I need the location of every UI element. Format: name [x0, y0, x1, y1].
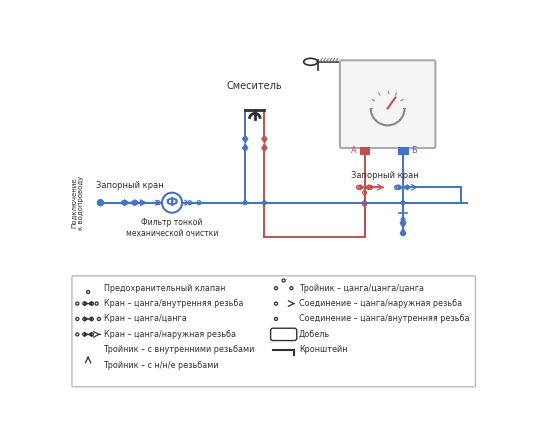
Text: А: А: [351, 146, 357, 155]
Polygon shape: [84, 301, 88, 306]
Text: Ф: Ф: [166, 196, 178, 209]
Text: Кран – цанга/наружная резьба: Кран – цанга/наружная резьба: [104, 330, 235, 339]
Bar: [398, 146, 407, 154]
Polygon shape: [400, 223, 406, 228]
Text: Подключение
к водопроводу: Подключение к водопроводу: [71, 176, 84, 230]
Text: Б: Б: [411, 146, 417, 155]
Polygon shape: [124, 199, 130, 206]
Polygon shape: [242, 143, 248, 148]
Polygon shape: [400, 228, 406, 233]
Text: Смеситель: Смеситель: [227, 81, 282, 91]
Polygon shape: [262, 143, 268, 148]
Text: Кран – цанга/внутренняя резьба: Кран – цанга/внутренняя резьба: [104, 299, 243, 308]
Text: Соединение – цанга/внутренняя резьба: Соединение – цанга/внутренняя резьба: [299, 314, 469, 324]
Bar: [360, 146, 369, 154]
Polygon shape: [398, 184, 403, 190]
Text: Тройник – цанга/цанга/цанга: Тройник – цанга/цанга/цанга: [299, 284, 424, 293]
FancyBboxPatch shape: [271, 328, 297, 340]
Text: Кран – цанга/цанга: Кран – цанга/цанга: [104, 314, 186, 324]
Text: Фильтр тонкой
механической очистки: Фильтр тонкой механической очистки: [126, 218, 218, 237]
Polygon shape: [130, 199, 135, 206]
Text: Тройник – с н/н/е резьбами: Тройник – с н/н/е резьбами: [104, 360, 219, 370]
Circle shape: [97, 200, 104, 206]
Text: Соединение – цанга/наружная резьба: Соединение – цанга/наружная резьба: [299, 299, 462, 308]
Text: Тройник – с внутренними резьбами: Тройник – с внутренними резьбами: [104, 345, 255, 354]
Polygon shape: [88, 301, 92, 306]
Text: Запорный кран: Запорный кран: [96, 181, 163, 191]
Polygon shape: [84, 317, 88, 321]
Polygon shape: [88, 332, 92, 337]
Polygon shape: [262, 138, 268, 143]
Text: Добель: Добель: [299, 330, 330, 339]
Polygon shape: [84, 332, 88, 337]
Ellipse shape: [304, 58, 318, 65]
Polygon shape: [360, 184, 365, 190]
Polygon shape: [403, 184, 407, 190]
Text: Предохранительный клапан: Предохранительный клапан: [104, 284, 225, 293]
Circle shape: [162, 193, 182, 213]
FancyBboxPatch shape: [72, 276, 475, 387]
Text: Запорный кран: Запорный кран: [351, 171, 419, 180]
Text: Кронштейн: Кронштейн: [299, 345, 348, 354]
Polygon shape: [88, 317, 92, 321]
Polygon shape: [365, 184, 369, 190]
Polygon shape: [242, 138, 248, 143]
FancyBboxPatch shape: [340, 60, 435, 148]
